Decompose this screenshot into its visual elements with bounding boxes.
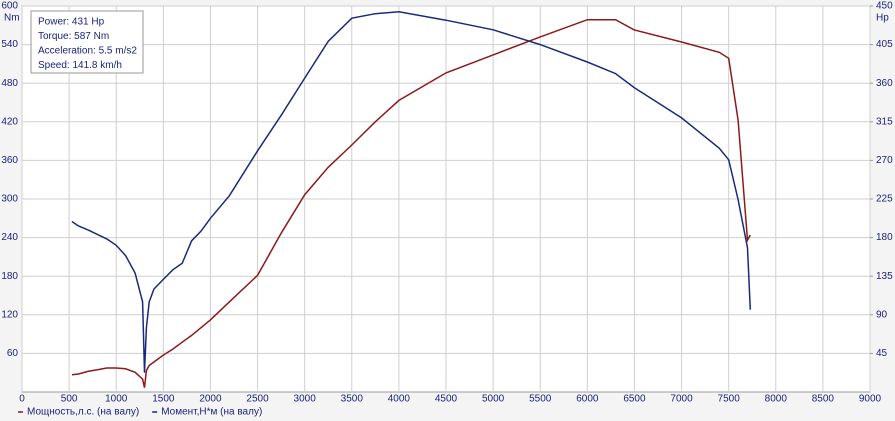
x-tick-label: 1000: [105, 394, 128, 405]
y2-tick-label: 135: [876, 271, 893, 282]
y-tick-label: 180: [1, 271, 18, 282]
y-tick-label: 60: [7, 348, 19, 359]
y2-tick-label: 315: [876, 116, 893, 127]
annotation: Power: 431 Hp: [38, 17, 105, 28]
x-tick-label: 4000: [388, 394, 411, 405]
annotation: Speed: 141.8 km/h: [38, 60, 122, 71]
x-tick-label: 7500: [718, 394, 741, 405]
y-tick-label: 480: [1, 78, 18, 89]
legend-entry: Момент,Н*м (на валу): [161, 407, 262, 418]
x-tick-label: 5000: [482, 394, 505, 405]
x-tick-label: 5500: [529, 394, 552, 405]
x-tick-label: 3000: [294, 394, 317, 405]
x-tick-label: 8000: [765, 394, 788, 405]
x-tick-label: 9000: [859, 394, 882, 405]
x-tick-label: 2000: [199, 394, 222, 405]
x-tick-label: 6500: [623, 394, 646, 405]
x-tick-label: 500: [61, 394, 78, 405]
series-line: [71, 18, 751, 388]
y2-tick-label: 270: [876, 155, 893, 166]
y2-tick-label: 90: [876, 309, 888, 320]
y-axis-unit: Nm: [4, 13, 20, 24]
y-tick-label: 600: [1, 1, 18, 12]
y-tick-label: 300: [1, 194, 18, 205]
y-tick-label: 420: [1, 116, 18, 127]
y2-tick-label: 45: [876, 348, 888, 359]
y2-tick-label: 450: [876, 1, 893, 12]
y-tick-label: 120: [1, 309, 18, 320]
x-tick-label: 7000: [670, 394, 693, 405]
x-tick-label: 0: [19, 394, 25, 405]
x-tick-label: 8500: [812, 394, 835, 405]
series-line: [71, 11, 752, 373]
y-tick-label: 540: [1, 39, 18, 50]
info-box: [30, 10, 144, 74]
y-tick-label: 360: [1, 155, 18, 166]
x-tick-label: 2500: [246, 394, 269, 405]
y2-tick-label: 225: [876, 194, 893, 205]
annotation: Acceleration: 5.5 m/s2: [38, 46, 137, 57]
y-tick-label: 240: [1, 232, 18, 243]
y2-tick-label: 180: [876, 232, 893, 243]
y2-axis-unit: Hp: [876, 13, 889, 24]
legend-entry: Мощность,л.с. (на валу): [27, 407, 139, 418]
x-tick-label: 4500: [435, 394, 458, 405]
y2-tick-label: 405: [876, 39, 893, 50]
y2-tick-label: 360: [876, 78, 893, 89]
x-tick-label: 1500: [152, 394, 175, 405]
annotation: Torque: 587 Nm: [38, 31, 109, 42]
x-tick-label: 6000: [576, 394, 599, 405]
x-tick-label: 3500: [341, 394, 364, 405]
